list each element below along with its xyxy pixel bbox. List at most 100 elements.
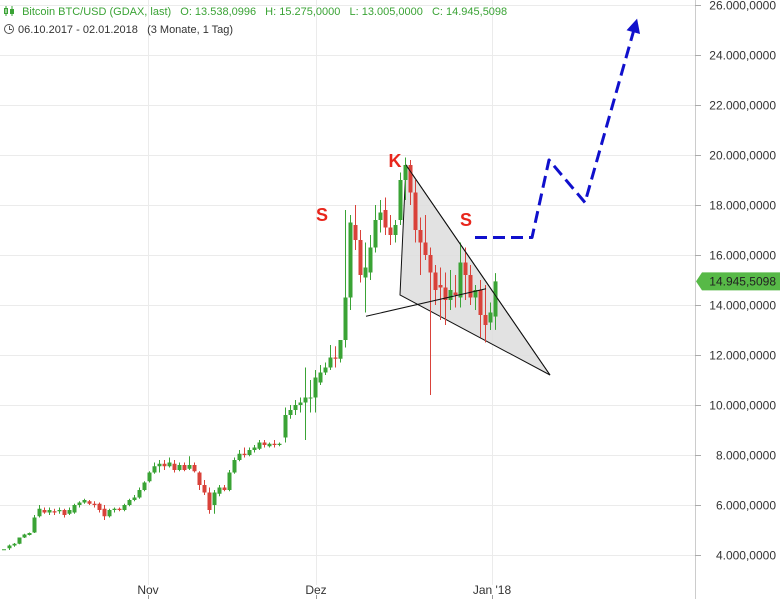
- candle-body: [393, 225, 398, 235]
- candle: [237, 450, 242, 462]
- candle-body: [47, 510, 52, 513]
- candle: [12, 543, 17, 547]
- candle-body: [42, 510, 47, 513]
- y-tick-label: 22.000,0000: [709, 99, 776, 113]
- candle-body: [398, 180, 403, 220]
- candle: [358, 230, 363, 283]
- y-tick-label: 6.000,0000: [716, 499, 776, 513]
- candle-body: [433, 272, 438, 290]
- candle: [408, 160, 413, 205]
- candle-body: [97, 503, 102, 510]
- candle-body: [478, 290, 483, 315]
- candle: [463, 247, 468, 300]
- candle: [473, 285, 478, 310]
- candle-body: [328, 357, 333, 368]
- candle: [122, 503, 127, 512]
- candle-body: [177, 465, 182, 470]
- candle: [197, 471, 202, 490]
- candle: [277, 442, 282, 447]
- candle-body: [298, 402, 303, 405]
- candle: [87, 500, 92, 505]
- candle: [32, 515, 37, 533]
- candle-body: [483, 315, 488, 325]
- candle-body: [137, 490, 142, 498]
- candle-body: [147, 472, 152, 482]
- y-tick-label: 24.000,0000: [709, 49, 776, 63]
- candle: [147, 471, 152, 483]
- candle-body: [67, 510, 72, 514]
- candle-body: [242, 453, 247, 455]
- candle: [52, 508, 57, 515]
- candle: [368, 235, 373, 280]
- candle: [428, 247, 433, 395]
- candle-body: [358, 240, 363, 275]
- candle-body: [82, 500, 87, 503]
- candle-body: [32, 517, 37, 533]
- candle-body: [212, 492, 217, 505]
- instrument-name: Bitcoin BTC/USD (GDAX, last): [22, 6, 172, 18]
- candle: [488, 302, 493, 330]
- candle-body: [252, 447, 257, 450]
- shoulder-label: S: [316, 205, 328, 225]
- candle: [418, 217, 423, 275]
- candle-body: [378, 212, 383, 220]
- y-tick-label: 10.000,0000: [709, 399, 776, 413]
- candle: [212, 490, 217, 514]
- candle: [177, 462, 182, 472]
- pattern-triangle: [399, 163, 551, 376]
- candle-body: [438, 285, 443, 288]
- candlestick-series: [2, 157, 498, 551]
- candle: [448, 270, 453, 310]
- candle: [383, 197, 388, 235]
- candle: [192, 462, 197, 473]
- candle: [72, 503, 77, 514]
- candle: [328, 345, 333, 370]
- candle: [267, 442, 272, 448]
- candle-body: [343, 297, 348, 340]
- y-tick-label: 8.000,0000: [716, 449, 776, 463]
- candle: [308, 380, 313, 413]
- candle-body: [388, 227, 393, 235]
- candle-body: [107, 510, 112, 517]
- candle-body: [232, 460, 237, 473]
- candle: [393, 220, 398, 243]
- candle-body: [353, 225, 358, 240]
- last-price-badge: [696, 272, 780, 291]
- chart-subheader: 06.10.2017 - 02.01.2018 (3 Monate, 1 Tag…: [4, 23, 233, 36]
- last-price-marker: 14.945,5098: [696, 272, 780, 291]
- candle: [458, 242, 463, 308]
- last-price-label: 14.945,5098: [709, 274, 776, 288]
- candle: [157, 460, 162, 473]
- candle: [2, 549, 6, 551]
- candle: [202, 480, 207, 495]
- candle-body: [493, 281, 498, 317]
- projection-arrowhead: [626, 18, 641, 35]
- candle-body: [443, 287, 448, 300]
- candle: [283, 407, 288, 443]
- candle: [17, 537, 22, 545]
- candle: [42, 507, 47, 514]
- candle: [57, 507, 62, 514]
- candle-body: [227, 472, 232, 490]
- candle: [62, 508, 67, 518]
- candle: [338, 340, 343, 363]
- candle: [468, 265, 473, 305]
- candle: [127, 498, 132, 507]
- candle-body: [2, 549, 6, 551]
- projection-arrow: [475, 18, 641, 239]
- candle-body: [72, 505, 77, 513]
- candle: [353, 205, 358, 250]
- x-axis-ticks: Nov Dez Jan '18: [137, 583, 511, 599]
- candle: [112, 507, 117, 513]
- y-tick-label: 18.000,0000: [709, 199, 776, 213]
- candle: [217, 485, 222, 497]
- candle-body: [22, 534, 27, 538]
- candle-body: [187, 465, 192, 469]
- pattern-overlay: [365, 164, 551, 376]
- candle-body: [102, 508, 107, 517]
- candle: [37, 505, 42, 518]
- candle: [438, 267, 443, 320]
- candle-body: [117, 508, 122, 510]
- candle: [47, 507, 52, 515]
- candle-body: [288, 410, 293, 415]
